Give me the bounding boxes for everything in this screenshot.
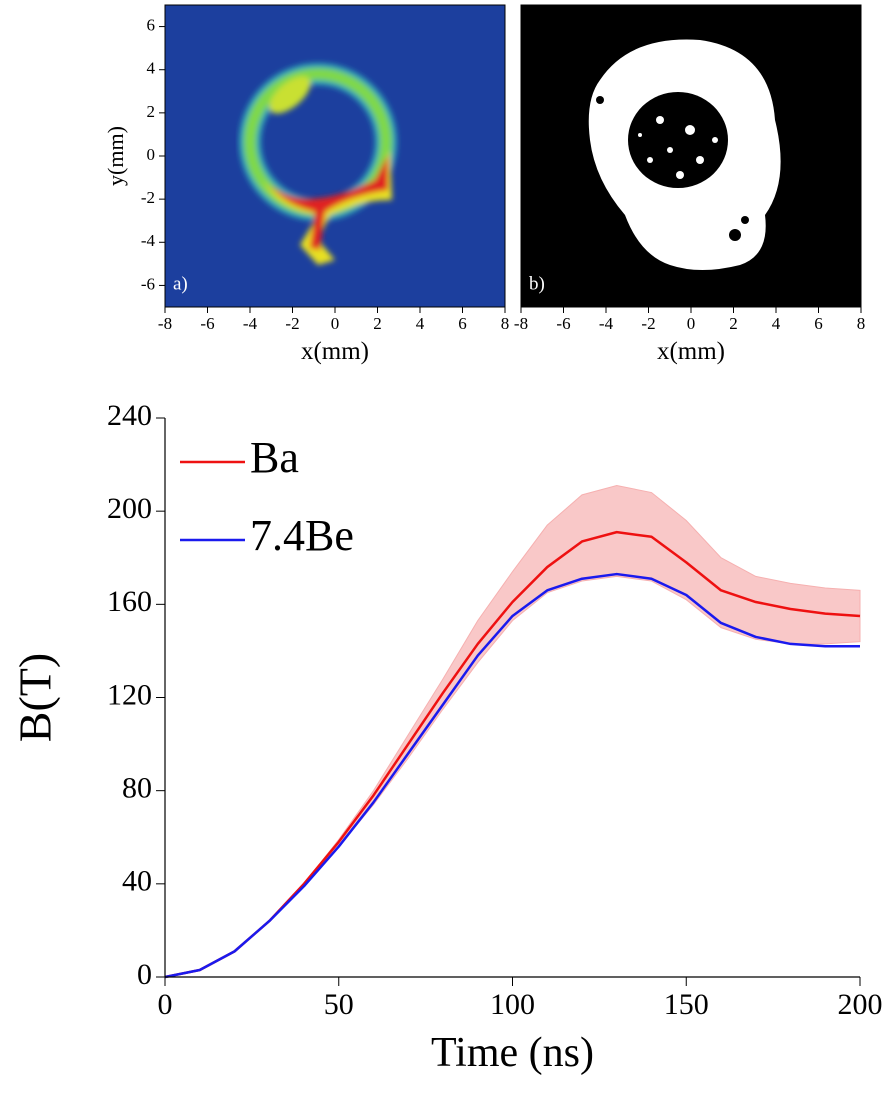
y-tick-label: 240 bbox=[107, 399, 152, 432]
x-tick-label: -4 bbox=[243, 314, 258, 333]
x-tick-label: 2 bbox=[373, 314, 382, 333]
y-axis-label: y(mm) bbox=[103, 126, 128, 186]
x-tick-label: 100 bbox=[490, 988, 535, 1021]
y-tick-label: 160 bbox=[107, 585, 152, 618]
y-tick-label: 2 bbox=[147, 102, 156, 121]
x-tick-label: 0 bbox=[687, 314, 696, 333]
y-tick-label: 6 bbox=[147, 15, 156, 34]
y-tick-label: -6 bbox=[141, 274, 155, 293]
y-tick-label: 0 bbox=[147, 145, 156, 164]
x-tick-label: 6 bbox=[814, 314, 823, 333]
legend-label: 7.4Be bbox=[250, 511, 354, 560]
x-tick-label: 8 bbox=[857, 314, 866, 333]
x-tick-label: 6 bbox=[458, 314, 467, 333]
y-tick-label: 4 bbox=[147, 59, 156, 78]
x-axis-label: Time (ns) bbox=[431, 1030, 594, 1076]
legend-label: Ba bbox=[250, 433, 299, 482]
x-tick-label: -4 bbox=[599, 314, 614, 333]
y-tick-label: 0 bbox=[137, 958, 152, 991]
panel-label: b) bbox=[529, 273, 545, 294]
x-tick-label: -6 bbox=[556, 314, 570, 333]
x-tick-label: -6 bbox=[200, 314, 214, 333]
x-axis-label: x(mm) bbox=[657, 338, 725, 365]
x-tick-label: 200 bbox=[838, 988, 883, 1021]
series-line bbox=[164, 572, 860, 979]
x-tick-label: 0 bbox=[331, 314, 340, 333]
x-tick-label: 150 bbox=[664, 988, 709, 1021]
x-tick-label: -2 bbox=[641, 314, 655, 333]
y-tick-label: 80 bbox=[122, 772, 152, 805]
y-axis-label: B(T) bbox=[10, 653, 61, 742]
y-tick-label: 40 bbox=[122, 865, 152, 898]
panel-label: a) bbox=[173, 273, 188, 294]
x-tick-label: -2 bbox=[285, 314, 299, 333]
x-tick-label: 50 bbox=[324, 988, 354, 1021]
image-a bbox=[165, 5, 505, 307]
x-tick-label: 4 bbox=[416, 314, 425, 333]
x-tick-label: 0 bbox=[158, 988, 173, 1021]
y-tick-label: 200 bbox=[107, 492, 152, 525]
image-b bbox=[521, 5, 861, 307]
y-tick-label: -4 bbox=[141, 231, 156, 250]
x-tick-label: 4 bbox=[772, 314, 781, 333]
y-tick-label: -2 bbox=[141, 188, 155, 207]
x-tick-label: -8 bbox=[158, 314, 172, 333]
x-tick-label: 2 bbox=[729, 314, 738, 333]
x-tick-label: -8 bbox=[514, 314, 528, 333]
x-tick-label: 8 bbox=[501, 314, 510, 333]
y-tick-label: 120 bbox=[107, 678, 152, 711]
x-axis-label: x(mm) bbox=[301, 338, 369, 365]
